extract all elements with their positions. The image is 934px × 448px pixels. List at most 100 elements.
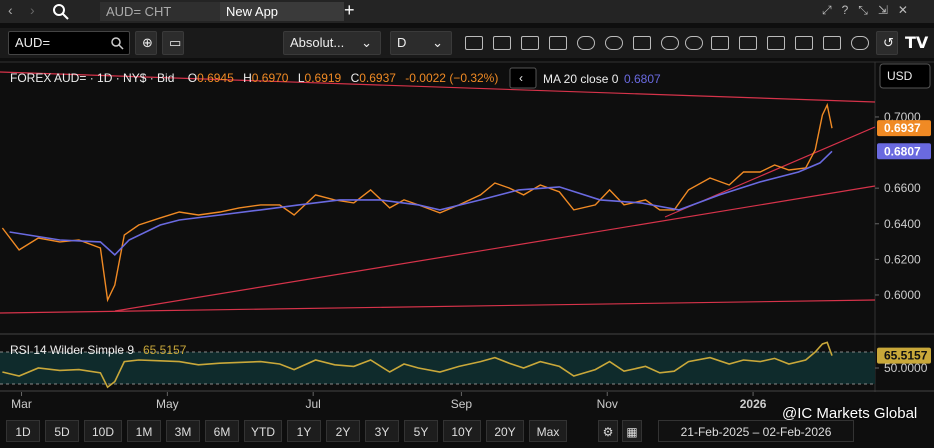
tool-icon[interactable] (739, 36, 757, 50)
trend-lines (0, 71, 876, 314)
trend-line[interactable] (114, 185, 876, 312)
series-line (2, 341, 833, 389)
forward-button[interactable]: › (30, 2, 35, 18)
range-button[interactable]: 2Y (326, 420, 360, 442)
rsi-legend-value: 65.5157 (143, 343, 187, 357)
currency-label: USD (887, 69, 913, 83)
interval-dropdown[interactable]: D ⌄ (390, 31, 452, 55)
zoom-icon[interactable] (685, 36, 703, 50)
x-tick-label: Mar (11, 397, 32, 411)
folder-button[interactable]: ▭ (162, 31, 184, 55)
tool-icon[interactable] (465, 36, 483, 50)
tool-icon[interactable] (633, 36, 651, 50)
ohlc-value: 0.6919 (304, 71, 342, 85)
last-value-label: 65.5157 (884, 349, 928, 363)
currency-dropdown[interactable] (879, 63, 931, 89)
tool-icon[interactable] (521, 36, 539, 50)
y-tick-label: 50.0000 (884, 361, 928, 375)
ma-legend-value: 0.6807 (624, 72, 661, 86)
tab[interactable]: AUD= CHT (100, 2, 224, 21)
trend-line[interactable] (0, 299, 876, 314)
range-button[interactable]: 1M (127, 420, 161, 442)
collapse-button[interactable] (509, 67, 537, 89)
ohlc-key: L (297, 71, 305, 85)
interval-label: D (397, 35, 407, 50)
ohlc-value: 0.6937 (359, 71, 396, 85)
zoom-icon[interactable] (661, 36, 679, 50)
tool-icon[interactable] (767, 36, 785, 50)
rsi-title: RSI 14 Wilder Simple 9 (10, 343, 134, 357)
chart-header: FOREX AUD= · 1D · NY$ · Bid O0.6945 H0.6… (10, 71, 504, 85)
reset-button[interactable]: ↺ (876, 31, 898, 55)
ohlc-key: H (243, 71, 252, 85)
range-button[interactable]: 6M (205, 420, 239, 442)
ma-legend: MA 20 close 0 (543, 72, 619, 86)
ohlc-value: 0.6970 (251, 71, 289, 85)
watermark: @IC Markets Global (782, 405, 918, 422)
range-bar: ⚙ ▦ 21-Feb-2025 – 02-Feb-2026 1D 5D 10D 1M 3… (0, 420, 934, 442)
search-icon[interactable] (110, 36, 124, 50)
range-button[interactable]: 3M (166, 420, 200, 442)
trend-line[interactable] (0, 71, 876, 103)
last-value-badge (877, 347, 931, 364)
ohlc-value: 0.6945 (197, 71, 234, 85)
x-tick-label: Nov (597, 397, 618, 411)
range-button[interactable]: 10Y (443, 420, 481, 442)
y-tick-label: 0.6200 (884, 252, 921, 266)
range-button[interactable]: 20Y (486, 420, 524, 442)
tab[interactable]: New App (220, 2, 344, 21)
range-button[interactable]: 5Y (404, 420, 438, 442)
new-tab-button[interactable]: + (344, 0, 355, 20)
symbol-input[interactable]: AUD= (8, 31, 130, 55)
date-range[interactable]: 21-Feb-2025 – 02-Feb-2026 (658, 420, 854, 442)
change: -0.0022 (−0.32%) (405, 71, 499, 85)
last-value-badge (877, 143, 931, 160)
mode-label: Absolut... (290, 35, 345, 50)
x-tick-label: May (156, 397, 179, 411)
last-value-label: 0.6937 (884, 121, 921, 135)
search-icon[interactable] (52, 3, 70, 21)
range-button[interactable]: 10D (84, 420, 122, 442)
y-tick-label: 0.6400 (884, 217, 921, 231)
x-tick-label: Sep (451, 397, 473, 411)
tool-icon[interactable] (711, 36, 729, 50)
range-button[interactable]: 3Y (365, 420, 399, 442)
x-tick-label: 2026 (740, 397, 767, 411)
collapse-icon: ‹ (519, 71, 523, 85)
y-tick-label: 0.6600 (884, 181, 921, 195)
last-value-badge (877, 120, 931, 137)
back-button[interactable]: ‹ (8, 2, 13, 18)
range-button[interactable]: Max (529, 420, 567, 442)
add-button[interactable]: ⊕ (135, 31, 157, 55)
tool-icon[interactable] (577, 36, 595, 50)
tab-bar: ‹ › AUD= CHT New App + ⤢ ? ⤡ ⇲ ✕ (0, 0, 934, 23)
ohlc-key: O (187, 71, 198, 85)
window-icons[interactable]: ⤢ ? ⤡ ⇲ ✕ (822, 3, 908, 17)
settings-button[interactable]: ⚙ (598, 420, 618, 442)
tool-icon[interactable] (493, 36, 511, 50)
toolbar: AUD= ⊕ ▭ Absolut... ⌄ D ⌄ ↺ 𝗧𝗩 (0, 28, 934, 58)
y-tick-label: 0.6000 (884, 288, 921, 302)
tool-icon[interactable] (795, 36, 813, 50)
tool-icon[interactable] (549, 36, 567, 50)
rsi-band (0, 352, 875, 384)
last-value-label: 0.6807 (884, 144, 921, 158)
range-button[interactable]: 1D (6, 420, 40, 442)
logo: 𝗧𝗩 (905, 35, 929, 52)
chart-title: FOREX AUD= · 1D · NY$ · Bid (10, 71, 175, 85)
ohlc-key: C (350, 71, 360, 85)
calendar-button[interactable]: ▦ (622, 420, 642, 442)
tool-icon[interactable] (605, 36, 623, 50)
range-button[interactable]: 1Y (287, 420, 321, 442)
range-button[interactable]: 5D (45, 420, 79, 442)
tool-icon[interactable] (823, 36, 841, 50)
range-button[interactable]: YTD (244, 420, 282, 442)
settings-icon[interactable] (851, 36, 869, 50)
series-line (9, 150, 833, 257)
mode-dropdown[interactable]: Absolut... ⌄ (283, 31, 381, 55)
x-tick-label: Jul (306, 397, 321, 411)
series-line (1, 102, 833, 303)
